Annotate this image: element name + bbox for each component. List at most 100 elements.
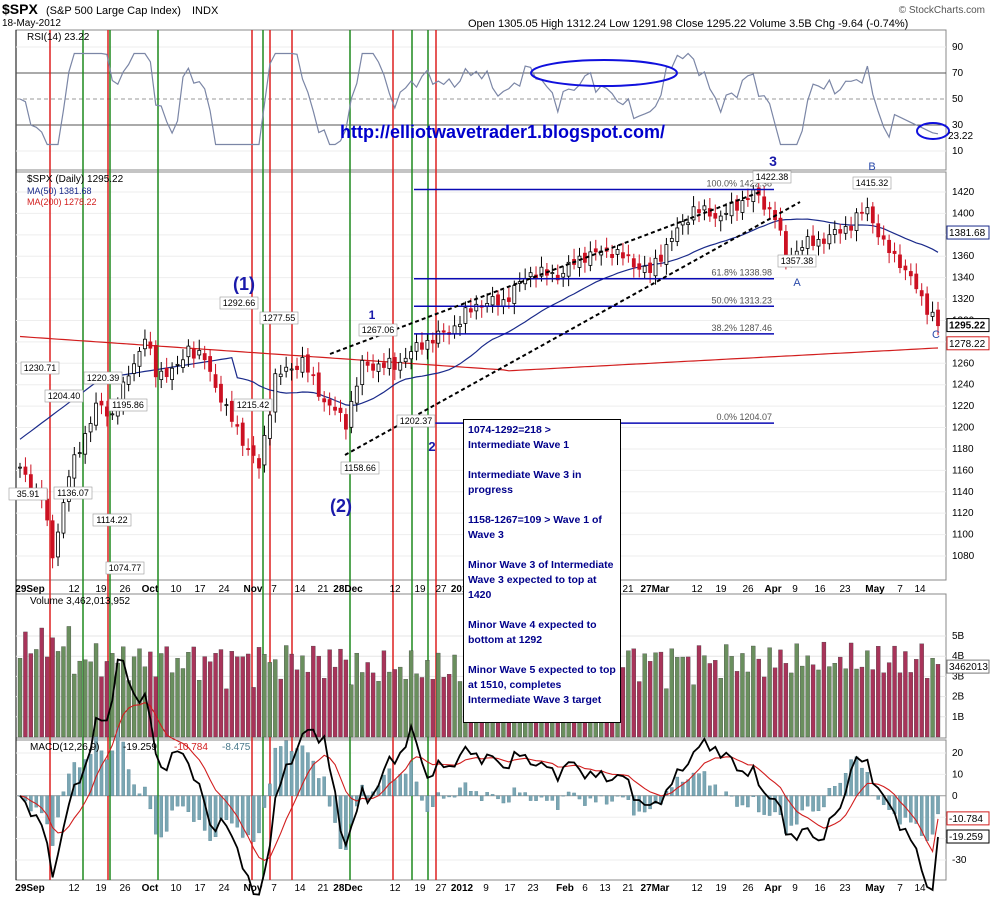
macd-histogram-bar: [838, 782, 842, 796]
x-axis-label: 23: [527, 883, 539, 894]
volume-bar: [294, 669, 300, 738]
macd-histogram-bar: [110, 750, 115, 796]
volume-tick-label: 1B: [952, 712, 965, 723]
price-candle-body: [77, 452, 82, 455]
price-candle-body: [468, 308, 473, 313]
volume-bar: [381, 650, 387, 738]
macd-histogram-bar: [181, 795, 185, 807]
price-candle-body: [333, 406, 337, 411]
macd-histogram-bar: [740, 795, 745, 806]
price-candle-body: [908, 271, 913, 277]
x-axis-label: 26: [742, 883, 754, 894]
price-candle-body: [360, 360, 365, 385]
macd-histogram-bar: [94, 736, 98, 796]
price-candle-body: [816, 239, 821, 247]
macd-histogram-bar: [583, 795, 587, 806]
volume-bar: [235, 656, 240, 738]
macd-histogram-bar: [148, 795, 153, 810]
volume-bar: [66, 626, 72, 738]
macd-histogram-bar: [126, 769, 131, 796]
volume-bar: [772, 667, 778, 738]
x-axis-label: 28Dec: [333, 883, 363, 894]
volume-bar: [691, 684, 696, 738]
x-axis-label: 26: [119, 584, 131, 595]
volume-bar: [457, 681, 463, 738]
price-candle-body: [898, 254, 902, 268]
x-axis-label: Nov: [244, 584, 263, 595]
volume-bar: [908, 672, 913, 738]
price-candle-body: [224, 404, 229, 406]
price-candle-body: [925, 293, 930, 315]
x-axis-label: 21: [317, 883, 329, 894]
x-axis-label: 14: [914, 584, 926, 595]
macd-histogram-bar: [762, 795, 766, 815]
macd-histogram-bar: [697, 773, 701, 796]
volume-bar: [430, 679, 435, 738]
volume-bar: [821, 641, 827, 738]
price-annotation: 1136.07: [57, 488, 89, 498]
price-annotation-box: [105, 561, 145, 575]
volume-bar: [647, 661, 653, 738]
macd-histogram-bar: [67, 773, 71, 796]
x-axis-label: 28Dec: [333, 584, 363, 595]
volume-bar: [664, 688, 669, 738]
x-axis-label: 19: [715, 883, 727, 894]
volume-bar: [365, 662, 370, 738]
macd-histogram-bar: [322, 776, 326, 796]
macd-histogram-bar: [278, 746, 283, 796]
cycle-lines: [49, 30, 437, 880]
rsi-tick-label: 90: [952, 42, 964, 53]
volume-bar: [273, 659, 278, 738]
price-annotation-box: [92, 513, 132, 527]
macd-histogram-bar: [756, 795, 761, 813]
volume-bar: [886, 662, 892, 738]
x-axis-label: May: [865, 883, 885, 894]
price-candle-body: [561, 272, 566, 278]
volume-bar: [924, 678, 930, 738]
price-candle-body: [229, 400, 234, 422]
price-candle-body: [132, 363, 136, 374]
x-axis-label: 9: [483, 883, 489, 894]
price-candle-body: [838, 229, 843, 234]
price-tick-label: 1100: [952, 530, 974, 541]
macd-histogram-bar: [99, 750, 104, 796]
x-axis-label: Oct: [142, 883, 159, 894]
price-candle-body: [181, 359, 185, 368]
note-line: Minor Wave 5 expected to top at 1510, co…: [468, 664, 616, 706]
x-axis-label: 24: [218, 584, 230, 595]
price-candle-body: [23, 466, 28, 475]
price-candle-body: [257, 458, 261, 469]
price-candle-body: [273, 373, 278, 413]
x-axis-label: 14: [914, 883, 926, 894]
price-candle-body: [707, 208, 712, 217]
volume-bar: [55, 651, 61, 738]
macd-histogram-bar: [930, 795, 935, 835]
price-candle-body: [669, 238, 674, 242]
volume-bar: [262, 654, 267, 738]
volume-bar: [685, 656, 691, 738]
volume-bar: [197, 680, 202, 738]
price-tick-label: 1200: [952, 423, 975, 434]
macd-tick-label: -30: [952, 855, 967, 866]
price-annotation: 1114.22: [96, 515, 127, 525]
price-candle-body: [251, 445, 256, 456]
macd-histogram-bar: [132, 784, 136, 796]
price-candle-body: [354, 385, 359, 404]
volume-label: Volume 3,462,013,952: [30, 596, 131, 607]
macd-histogram-bar: [431, 795, 435, 807]
macd-histogram-bar: [45, 795, 49, 825]
price-candle-body: [876, 223, 881, 238]
price-tick-label: 1120: [952, 508, 974, 519]
x-axis-label: 14: [294, 584, 306, 595]
price-candle-body: [664, 244, 669, 265]
volume-bar: [854, 668, 859, 738]
price-candle-body: [528, 272, 533, 278]
price-annotation-box: [752, 170, 792, 184]
macd-histogram-bar: [251, 795, 256, 842]
price-annotation: 1422.38: [756, 172, 789, 182]
volume-bar: [224, 688, 229, 738]
volume-bar: [229, 651, 234, 738]
price-annotation: 35.91: [17, 489, 40, 499]
macd-histogram-bar: [479, 795, 484, 801]
exchange: INDX: [192, 5, 219, 17]
